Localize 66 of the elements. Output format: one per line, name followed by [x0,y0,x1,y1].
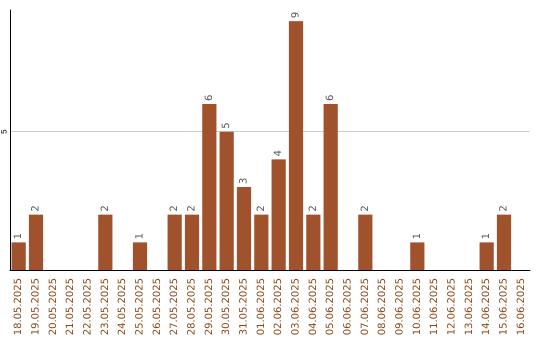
bar [358,214,372,270]
x-tick-label: 21.05.2025 [65,278,76,336]
x-tick-label: 25.05.2025 [134,278,146,336]
x-tick-label: 23.05.2025 [100,278,111,336]
x-tick-label: 07.06.2025 [360,278,371,336]
data-label: 2 [498,205,510,212]
data-label: 2 [360,205,371,212]
x-tick-label: 15.06.2025 [498,278,510,336]
x-tick-label: 14.06.2025 [481,278,492,336]
bar [288,21,304,270]
x-tick-label: 16.06.2025 [516,278,527,336]
bar [480,242,494,270]
data-label: 4 [273,150,284,156]
x-tick-label: 02.06.2025 [273,278,284,336]
x-tick-label: 08.06.2025 [377,278,388,336]
bar [272,159,286,270]
x-tick-label: 06.06.2025 [342,278,354,336]
bar [12,242,26,270]
data-label: 9 [290,12,302,18]
data-label: 1 [481,232,492,240]
bar [306,214,320,270]
x-tick-label: 22.05.2025 [82,278,94,336]
x-tick-label: 03.06.2025 [290,278,302,336]
data-label: 1 [13,232,24,240]
bar [28,214,44,270]
bar [236,187,252,270]
bar [496,214,512,270]
x-tick-label: 30.05.2025 [221,278,232,336]
x-tick-label: 18.05.2025 [13,278,24,336]
x-tick-label: 31.05.2025 [238,278,250,336]
x-tick-label: 24.05.2025 [117,278,128,336]
x-tick-label: 12.06.2025 [446,278,458,336]
data-label: 3 [238,178,250,184]
data-label: 2 [186,205,198,212]
x-tick-label: 29.05.2025 [204,278,215,336]
data-label: 2 [308,205,319,212]
x-tick-label: 28.05.2025 [186,278,198,336]
data-label: 2 [100,205,111,212]
x-tick-label: 19.05.2025 [30,278,42,336]
bar [410,242,424,270]
bar [220,132,234,270]
x-tick-label: 26.05.2025 [152,278,163,336]
x-tick-label: 01.06.2025 [256,278,267,336]
data-label: 5 [221,122,232,129]
bar [132,242,148,270]
data-label: 6 [204,94,215,102]
x-tick-label: 05.06.2025 [325,278,336,336]
x-tick-label: 20.05.2025 [48,278,59,336]
x-tick-label: 11.06.2025 [429,278,440,336]
bar [168,214,182,270]
bar [324,104,338,270]
bar [254,214,268,270]
data-label: 2 [30,205,42,212]
x-tick-label: 04.06.2025 [308,278,319,336]
bar [184,214,200,270]
data-label: 2 [169,205,180,212]
x-tick-label: 09.06.2025 [394,278,406,336]
x-tick-label: 27.05.2025 [169,278,180,336]
data-label: 1 [412,232,423,240]
bar [202,104,216,270]
bar [98,214,112,270]
data-label: 6 [325,94,336,102]
x-tick-label: 10.06.2025 [412,278,423,336]
data-label: 2 [256,205,267,212]
x-tick-label: 13.06.2025 [464,278,475,336]
data-label: 1 [134,232,146,240]
